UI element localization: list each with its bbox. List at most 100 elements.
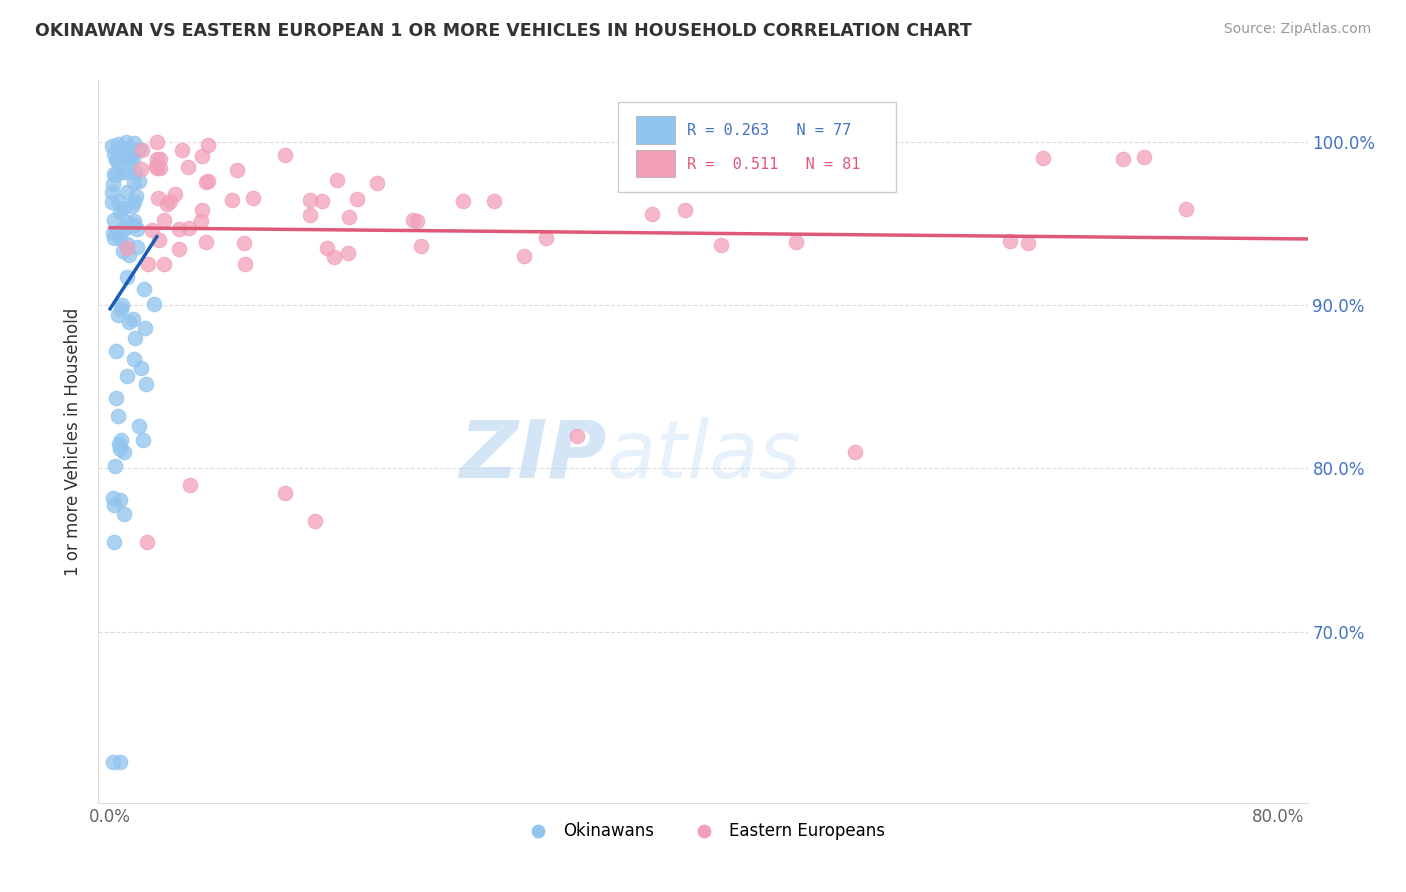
Point [482,194,505,208]
Point [114,219,136,234]
Point [346,192,368,206]
Point [111,244,134,258]
Point [122,175,145,189]
Point [101,755,124,769]
Point [122,151,145,165]
Point [274,486,297,500]
Point [673,202,696,217]
Point [104,168,127,182]
Point [172,143,194,157]
Point [191,149,214,163]
Point [112,445,135,459]
Point [114,149,136,163]
Point [118,315,141,329]
Point [107,308,129,322]
Point [274,148,297,162]
Bar [637,116,675,144]
Point [115,220,138,235]
Point [115,135,138,149]
Point [221,193,243,207]
Point [190,202,212,217]
Point [117,185,139,199]
Legend: Okinawans, Eastern Europeans: Okinawans, Eastern Europeans [515,815,891,847]
Point [242,191,264,205]
Point [311,194,333,208]
Point [124,136,146,150]
Point [118,153,141,167]
Point [127,240,149,254]
Point [534,231,557,245]
Point [409,239,432,253]
Point [146,161,169,176]
Point [105,343,128,358]
Point [146,135,169,149]
Point [107,409,129,423]
Point [122,219,145,233]
Point [118,247,141,261]
Point [406,214,429,228]
Point [110,433,132,447]
Point [195,176,218,190]
Point [1111,152,1133,166]
Point [233,235,256,250]
Point [121,198,143,212]
Point [103,212,125,227]
Text: atlas: atlas [606,417,801,495]
Point [1174,202,1197,217]
Point [129,162,152,177]
Point [108,205,131,219]
Point [128,174,150,188]
Point [103,146,125,161]
Point [1032,151,1054,165]
Point [366,176,388,190]
Point [111,202,134,216]
Point [153,213,176,227]
Point [132,434,155,448]
Text: Source: ZipAtlas.com: Source: ZipAtlas.com [1223,22,1371,37]
Point [111,165,134,179]
Point [197,138,219,153]
Point [110,302,132,317]
Point [114,142,136,156]
Text: OKINAWAN VS EASTERN EUROPEAN 1 OR MORE VEHICLES IN HOUSEHOLD CORRELATION CHART: OKINAWAN VS EASTERN EUROPEAN 1 OR MORE V… [35,22,972,40]
Point [122,213,145,227]
Point [128,142,150,156]
Point [103,534,125,549]
Point [316,241,339,255]
Point [197,174,219,188]
Point [153,257,176,271]
Point [402,212,425,227]
Point [641,207,664,221]
Point [145,159,167,173]
Point [785,235,807,249]
Point [567,429,589,443]
Point [101,178,124,192]
Point [115,215,138,229]
Point [156,196,179,211]
Point [127,221,149,235]
Point [299,208,322,222]
Point [134,282,156,296]
Point [146,191,169,205]
Point [115,237,138,252]
Point [179,477,201,491]
Text: R =  0.511   N = 81: R = 0.511 N = 81 [688,157,860,171]
Point [710,238,733,252]
Text: R = 0.263   N = 77: R = 0.263 N = 77 [688,123,852,138]
Point [105,153,128,167]
Point [129,360,152,375]
Point [194,235,217,249]
Point [103,231,125,245]
Point [104,391,127,405]
Point [135,376,157,391]
Point [108,755,131,769]
Point [225,162,247,177]
Point [136,257,159,271]
Point [122,351,145,366]
Point [141,223,163,237]
Point [844,445,866,459]
Point [513,249,536,263]
Point [120,152,142,166]
Point [998,234,1021,248]
Point [108,442,131,456]
